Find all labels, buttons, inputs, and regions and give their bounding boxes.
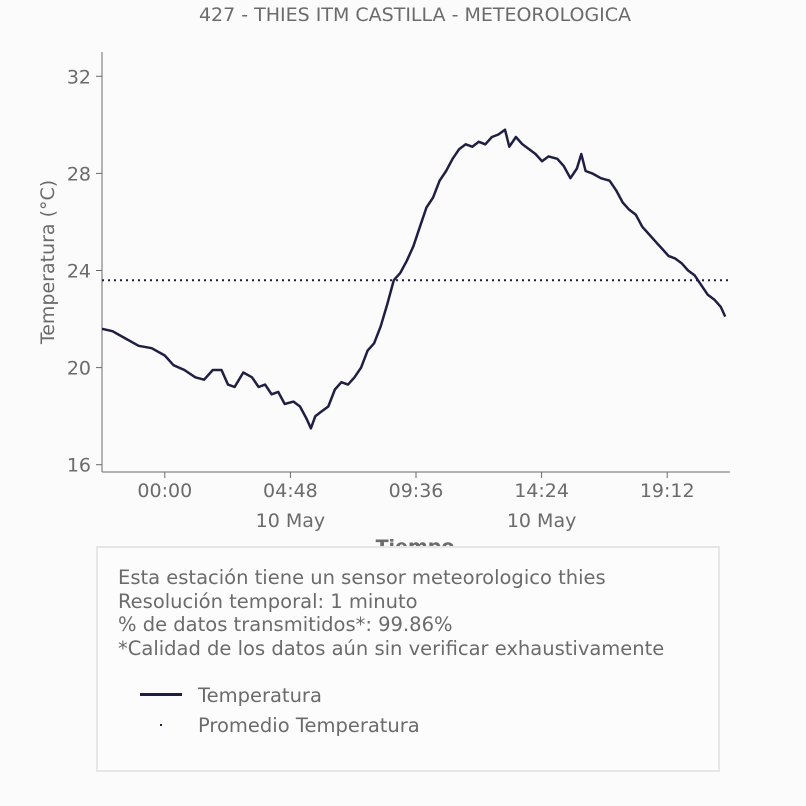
x-tick-label: 09:36 <box>389 480 444 502</box>
series-layer <box>101 128 727 430</box>
y-tick-label: 16 <box>67 455 91 477</box>
info-text: Esta estación tiene un sensor meteorolog… <box>118 566 664 660</box>
legend-item-promedio: Promedio Temperatura <box>138 710 420 740</box>
y-tick-label: 24 <box>67 260 91 282</box>
legend-dot-swatch <box>138 718 184 732</box>
axes <box>101 52 730 473</box>
info-line-transmitted: % de datos transmitidos*: 99.86% <box>118 613 453 636</box>
x-tick-label: 00:00 <box>137 480 192 502</box>
ticks-layer: 16 20 24 28 32 00:00 04:48 10 May 09:36 14:24 10 M… <box>67 66 695 532</box>
y-tick-label: 20 <box>67 358 91 380</box>
y-axis-label: Temperatura (°C) <box>37 180 59 345</box>
info-line-resolution: Resolución temporal: 1 minuto <box>118 589 418 613</box>
legend-label: Promedio Temperatura <box>198 713 420 737</box>
x-tick-date-label: 10 May <box>507 510 577 532</box>
info-line-quality: *Calidad de los datos aún sin verificar … <box>118 636 665 660</box>
x-tick-label: 14:24 <box>514 480 569 502</box>
legend: Temperatura Promedio Temperatura <box>138 680 420 740</box>
x-tick-label: 19:12 <box>640 480 695 502</box>
x-tick-date-label: 10 May <box>256 510 326 532</box>
x-tick-label: 04:48 <box>263 480 318 502</box>
y-tick-label: 32 <box>67 66 91 88</box>
info-line-sensor: Esta estación tiene un sensor meteorolog… <box>118 566 606 589</box>
temperature-chart: 427 - THIES ITM CASTILLA - METEOROLOGICA… <box>37 4 730 546</box>
info-box: Esta estación tiene un sensor meteorolog… <box>96 546 720 772</box>
temperature-series-line <box>101 128 727 430</box>
y-tick-label: 28 <box>67 163 91 185</box>
chart-title: 427 - THIES ITM CASTILLA - METEOROLOGICA <box>199 4 631 26</box>
legend-item-temperatura: Temperatura <box>138 680 420 710</box>
x-axis-label: Tiempo <box>376 536 455 546</box>
legend-line-swatch <box>138 688 184 702</box>
legend-label: Temperatura <box>198 683 322 707</box>
